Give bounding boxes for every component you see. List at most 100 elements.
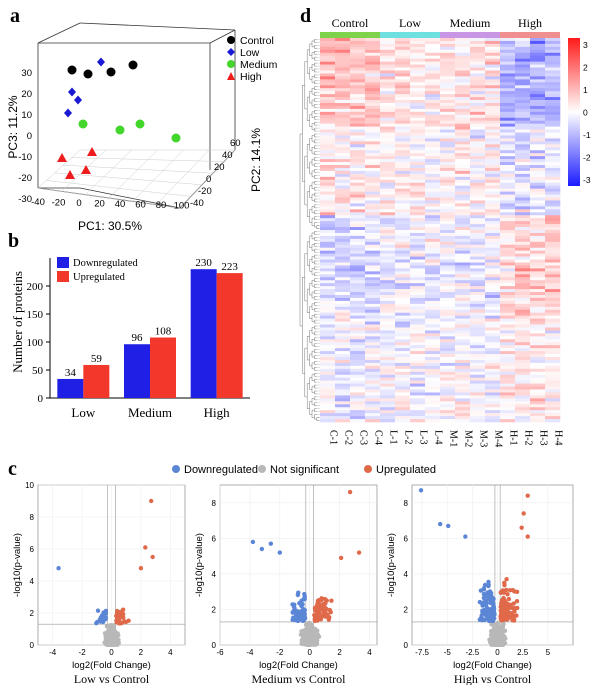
- heatmap-cell: [500, 365, 516, 370]
- heatmap-cell: [395, 404, 411, 408]
- heatmap-cell: [425, 227, 441, 231]
- heatmap-cell: [365, 342, 381, 346]
- heatmap-cell: [500, 265, 516, 269]
- heatmap-cell: [530, 173, 546, 178]
- heatmap-cell: [380, 111, 396, 116]
- heatmap-cell: [365, 321, 381, 325]
- heatmap-cell: [470, 250, 486, 254]
- heatmap-cell: [545, 398, 561, 402]
- heatmap-cell: [425, 280, 441, 284]
- heatmap-cell: [485, 330, 501, 334]
- heatmap-cell: [485, 357, 501, 361]
- heatmap-cell: [410, 386, 426, 390]
- heatmap-cell: [410, 274, 426, 278]
- heatmap-cell: [365, 386, 381, 390]
- heatmap-cell: [485, 176, 501, 181]
- heatmap-cell: [470, 203, 486, 207]
- point-up: [122, 619, 127, 624]
- heatmap-cell: [515, 277, 531, 281]
- heatmap-cell: [500, 165, 516, 169]
- heatmap-cell: [350, 262, 366, 266]
- heatmap-cell: [455, 55, 471, 59]
- heatmap-cell: [395, 153, 411, 157]
- heatmap-cell: [335, 235, 351, 240]
- heatmap-cell: [395, 294, 411, 299]
- heatmap-cell: [515, 135, 531, 139]
- heatmap-cell: [470, 138, 486, 142]
- heatmap-cell: [500, 357, 516, 361]
- heatmap-cell: [515, 227, 531, 231]
- heatmap-cell: [410, 324, 426, 328]
- heatmap-cell: [335, 389, 351, 393]
- heatmap-cell: [410, 203, 426, 207]
- heatmap-cell: [380, 271, 396, 275]
- heatmap-cell: [395, 318, 411, 322]
- heatmap-cell: [440, 194, 456, 198]
- heatmap-cell: [470, 374, 486, 378]
- heatmap-cell: [470, 120, 486, 124]
- heatmap-cell: [470, 321, 486, 325]
- heatmap-cell: [455, 315, 471, 319]
- heatmap-cell: [365, 102, 381, 107]
- heatmap-cell: [470, 232, 486, 237]
- heatmap-cell: [470, 221, 486, 225]
- heatmap-cell: [545, 348, 561, 352]
- point-down: [301, 613, 306, 619]
- heatmap-cell: [515, 256, 531, 260]
- heatmap-cell: [545, 52, 561, 57]
- heatmap-cell: [350, 94, 366, 98]
- heatmap-cell: [470, 286, 486, 290]
- heatmap-cell: [500, 395, 516, 399]
- heatmap-cell: [410, 309, 426, 314]
- heatmap-cell: [395, 185, 411, 189]
- heatmap-cell: [515, 297, 531, 302]
- heatmap-cell: [485, 120, 501, 124]
- heatmap-cell: [320, 129, 336, 133]
- point-ns: [109, 625, 114, 630]
- heatmap-cell: [515, 55, 531, 59]
- point-down: [437, 521, 443, 527]
- heatmap-cell: [470, 82, 486, 86]
- point-ns: [489, 632, 494, 637]
- heatmap-cell: [380, 339, 396, 343]
- heatmap-cell: [485, 64, 501, 68]
- heatmap-cell: [350, 176, 366, 181]
- heatmap-cell: [350, 306, 366, 311]
- heatmap-cell: [320, 297, 336, 302]
- heatmap-cell: [320, 407, 336, 411]
- heatmap-cell: [380, 126, 396, 130]
- heatmap-cell: [485, 179, 501, 184]
- heatmap-cell: [335, 185, 351, 189]
- heatmap-cell: [320, 359, 336, 364]
- heatmap-cell: [425, 64, 441, 68]
- heatmap-cell: [500, 380, 516, 384]
- heatmap-cell: [380, 162, 396, 166]
- heatmap-cell: [440, 102, 456, 107]
- heatmap-cell: [410, 321, 426, 325]
- heatmap-cell: [320, 348, 336, 352]
- floor-grid: [63, 164, 214, 174]
- heatmap-cell: [395, 88, 411, 92]
- heatmap-cell: [380, 365, 396, 370]
- heatmap-cell: [365, 135, 381, 139]
- heatmap-cell: [350, 159, 366, 163]
- heatmap-cell: [395, 108, 411, 113]
- x-tick-label: -2: [276, 648, 284, 657]
- heatmap-cell: [425, 330, 441, 334]
- heatmap-cell: [320, 224, 336, 228]
- heatmap-cell: [380, 324, 396, 328]
- heatmap-cell: [500, 232, 516, 237]
- heatmap-cell: [335, 292, 351, 296]
- heatmap-cell: [350, 294, 366, 299]
- heatmap-cell: [380, 182, 396, 186]
- heatmap-cell: [515, 46, 531, 51]
- heatmap-cell: [350, 416, 366, 420]
- heatmap-cell: [335, 129, 351, 133]
- y-tick-label: 0: [212, 641, 217, 650]
- heatmap-cell: [335, 407, 351, 411]
- heatmap-cell: [395, 159, 411, 163]
- point-up: [502, 580, 507, 586]
- heatmap-cell: [470, 188, 486, 192]
- heatmap-cell: [470, 365, 486, 370]
